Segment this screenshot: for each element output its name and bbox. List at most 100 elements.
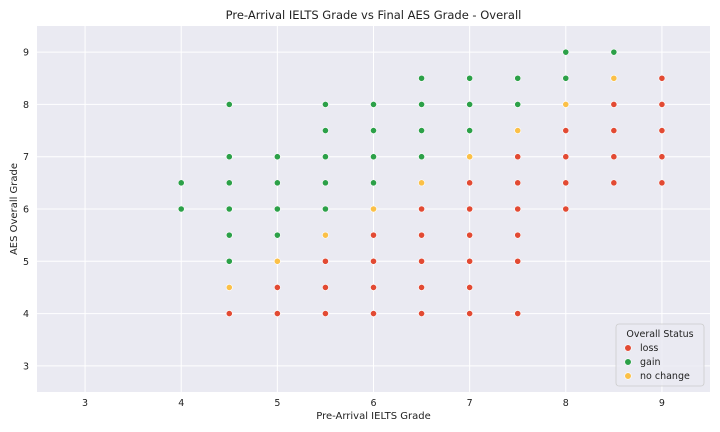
legend-label: gain <box>640 357 661 368</box>
point-gain <box>418 153 425 161</box>
x-tick-label: 8 <box>563 398 569 409</box>
legend-title: Overall Status <box>626 329 693 340</box>
point-gain <box>610 48 618 56</box>
point-loss <box>322 310 329 317</box>
point-loss <box>514 310 522 317</box>
point-loss <box>322 257 329 265</box>
point-loss <box>466 310 474 317</box>
legend-marker <box>624 344 632 352</box>
point-gain <box>466 127 474 134</box>
point-loss <box>370 284 377 291</box>
point-loss <box>658 101 666 108</box>
point-gain <box>514 74 522 82</box>
point-loss <box>610 101 618 108</box>
point-loss <box>562 205 570 213</box>
point-no-change <box>466 153 474 161</box>
legend-entries: loss gain no change <box>624 343 690 382</box>
point-gain <box>225 153 233 161</box>
y-tick-label: 4 <box>23 309 29 320</box>
point-loss <box>466 205 474 213</box>
legend-marker <box>624 372 632 380</box>
point-loss <box>514 231 522 239</box>
point-gain <box>273 153 281 161</box>
point-gain <box>370 127 377 134</box>
legend-box <box>615 323 705 387</box>
point-loss <box>562 179 570 187</box>
point-loss <box>418 257 425 265</box>
point-loss <box>514 153 522 161</box>
legend-label: no change <box>640 371 690 382</box>
point-no-change <box>514 127 522 134</box>
point-no-change <box>322 231 329 239</box>
point-loss <box>273 284 281 291</box>
point-loss <box>418 310 425 317</box>
y-tick-label: 8 <box>23 100 29 111</box>
point-loss <box>610 127 618 134</box>
point-no-change <box>418 179 425 187</box>
point-gain <box>273 231 281 239</box>
point-loss <box>370 310 377 317</box>
y-tick-label: 6 <box>23 205 29 216</box>
point-gain <box>322 179 329 187</box>
y-tick-label: 7 <box>23 152 29 163</box>
point-no-change <box>610 74 618 82</box>
point-loss <box>466 284 474 291</box>
point-gain <box>322 205 329 213</box>
point-loss <box>658 153 666 161</box>
point-loss <box>466 257 474 265</box>
point-loss <box>562 127 570 134</box>
point-loss <box>418 205 425 213</box>
point-loss <box>370 257 377 265</box>
point-no-change <box>562 101 570 108</box>
point-gain <box>562 48 570 56</box>
x-tick-label: 6 <box>370 398 376 409</box>
point-loss <box>610 179 618 187</box>
point-loss <box>658 74 666 82</box>
point-gain <box>370 153 377 161</box>
point-loss <box>322 284 329 291</box>
legend-marker <box>624 358 632 366</box>
point-loss <box>273 310 281 317</box>
point-loss <box>466 231 474 239</box>
point-loss <box>514 257 522 265</box>
x-tick-labels: 3 4 5 6 7 8 9 <box>82 398 665 409</box>
point-loss <box>658 127 666 134</box>
point-gain <box>562 74 570 82</box>
point-gain <box>466 101 474 108</box>
point-gain <box>418 74 425 82</box>
point-loss <box>418 231 425 239</box>
point-gain <box>225 257 233 265</box>
legend: Overall Status loss gain no change <box>615 323 705 387</box>
point-gain <box>322 101 329 108</box>
x-tick-label: 5 <box>274 398 280 409</box>
point-loss <box>658 179 666 187</box>
x-tick-label: 3 <box>82 398 88 409</box>
point-loss <box>370 231 377 239</box>
point-gain <box>322 127 329 134</box>
point-gain <box>418 101 425 108</box>
point-gain <box>225 205 233 213</box>
point-no-change <box>273 257 281 265</box>
y-tick-label: 9 <box>23 48 29 59</box>
x-tick-label: 9 <box>659 398 665 409</box>
point-loss <box>610 153 618 161</box>
point-no-change <box>370 205 377 213</box>
y-axis-label: AES Overall Grade <box>9 163 20 255</box>
y-tick-labels: 3 4 5 6 7 8 9 <box>23 48 29 373</box>
point-gain <box>273 205 281 213</box>
legend-label: loss <box>640 343 658 354</box>
point-gain <box>273 179 281 187</box>
point-gain <box>177 179 185 187</box>
point-gain <box>370 101 377 108</box>
point-loss <box>514 205 522 213</box>
y-tick-label: 3 <box>23 361 29 372</box>
point-gain <box>322 153 329 161</box>
data-points <box>177 48 666 317</box>
point-gain <box>370 179 377 187</box>
point-gain <box>466 74 474 82</box>
x-tick-label: 4 <box>178 398 184 409</box>
point-gain <box>225 179 233 187</box>
x-tick-label: 7 <box>467 398 473 409</box>
point-loss <box>562 153 570 161</box>
